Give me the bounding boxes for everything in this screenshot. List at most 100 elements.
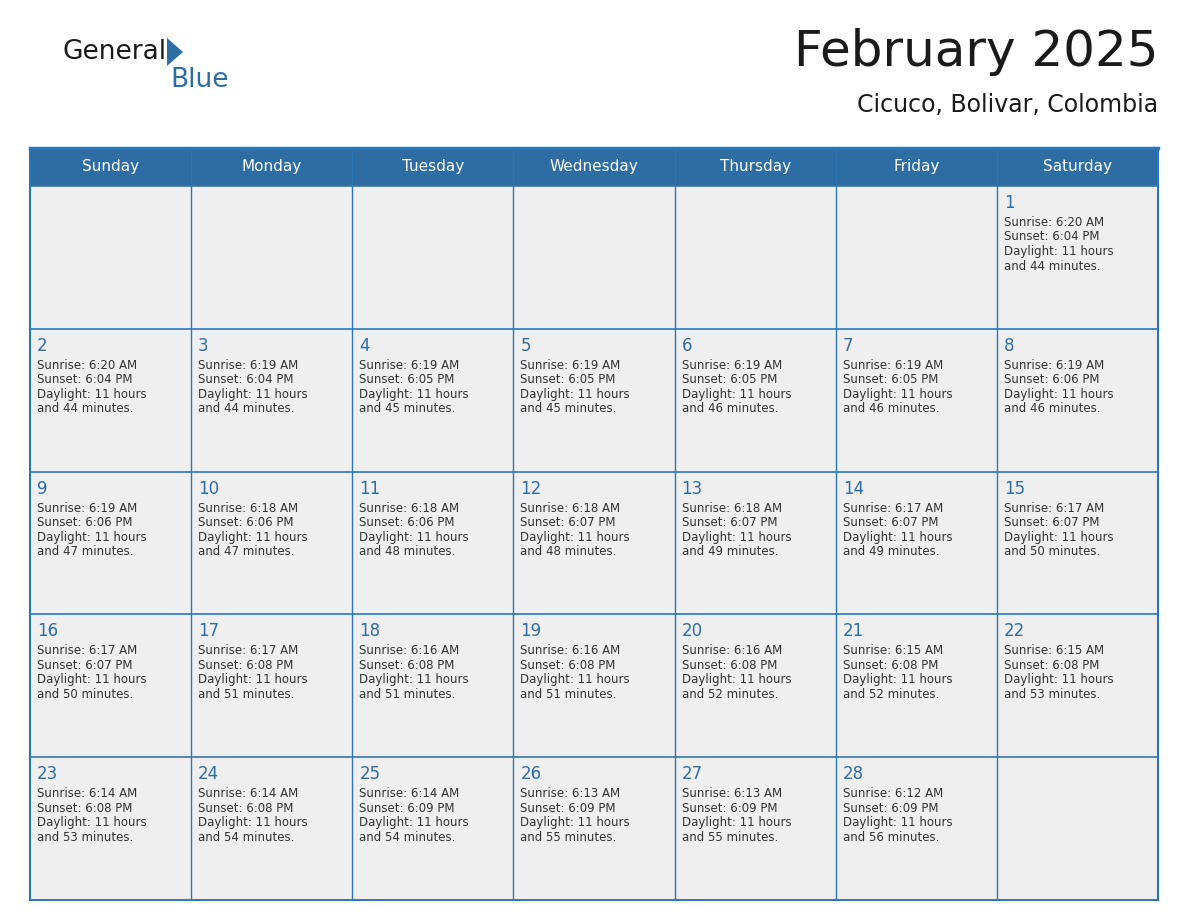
Text: Daylight: 11 hours: Daylight: 11 hours (1004, 674, 1113, 687)
Text: 27: 27 (682, 766, 702, 783)
Bar (353, 472, 513, 614)
Text: Daylight: 11 hours: Daylight: 11 hours (37, 816, 146, 829)
Bar (191, 614, 353, 757)
Text: Daylight: 11 hours: Daylight: 11 hours (520, 674, 630, 687)
Text: 26: 26 (520, 766, 542, 783)
Bar (353, 329, 513, 472)
Text: Daylight: 11 hours: Daylight: 11 hours (198, 816, 308, 829)
Bar (675, 614, 835, 757)
Text: Sunset: 6:04 PM: Sunset: 6:04 PM (37, 374, 133, 386)
Text: 19: 19 (520, 622, 542, 641)
Text: 21: 21 (842, 622, 864, 641)
Text: 9: 9 (37, 479, 48, 498)
Text: Sunrise: 6:19 AM: Sunrise: 6:19 AM (842, 359, 943, 372)
Text: 8: 8 (1004, 337, 1015, 354)
Bar (513, 472, 675, 614)
Text: Sunset: 6:07 PM: Sunset: 6:07 PM (1004, 516, 1099, 529)
Text: Sunrise: 6:19 AM: Sunrise: 6:19 AM (1004, 359, 1104, 372)
Text: Sunset: 6:09 PM: Sunset: 6:09 PM (520, 801, 615, 814)
Text: Sunset: 6:08 PM: Sunset: 6:08 PM (520, 659, 615, 672)
Text: and 53 minutes.: and 53 minutes. (1004, 688, 1100, 701)
Text: 6: 6 (682, 337, 693, 354)
Text: Sunset: 6:08 PM: Sunset: 6:08 PM (842, 659, 939, 672)
Text: Sunset: 6:06 PM: Sunset: 6:06 PM (198, 516, 293, 529)
Text: Sunday: Sunday (82, 160, 139, 174)
Text: Sunset: 6:07 PM: Sunset: 6:07 PM (842, 516, 939, 529)
Text: Daylight: 11 hours: Daylight: 11 hours (37, 531, 146, 543)
Text: 25: 25 (359, 766, 380, 783)
Bar (30, 614, 191, 757)
Text: Sunrise: 6:17 AM: Sunrise: 6:17 AM (37, 644, 138, 657)
Bar (675, 472, 835, 614)
Bar (191, 472, 353, 614)
Text: Sunrise: 6:19 AM: Sunrise: 6:19 AM (198, 359, 298, 372)
Text: Sunset: 6:05 PM: Sunset: 6:05 PM (842, 374, 939, 386)
Text: Sunset: 6:04 PM: Sunset: 6:04 PM (198, 374, 293, 386)
Text: 16: 16 (37, 622, 58, 641)
Text: Sunrise: 6:16 AM: Sunrise: 6:16 AM (682, 644, 782, 657)
Text: 2: 2 (37, 337, 48, 354)
Bar (997, 329, 1158, 472)
Text: Cicuco, Bolivar, Colombia: Cicuco, Bolivar, Colombia (857, 93, 1158, 117)
Text: and 51 minutes.: and 51 minutes. (359, 688, 456, 701)
Text: and 55 minutes.: and 55 minutes. (520, 831, 617, 844)
Text: Friday: Friday (893, 160, 940, 174)
Text: Sunrise: 6:18 AM: Sunrise: 6:18 AM (359, 501, 460, 515)
Bar (191, 329, 353, 472)
Text: Sunset: 6:06 PM: Sunset: 6:06 PM (359, 516, 455, 529)
Text: Sunset: 6:05 PM: Sunset: 6:05 PM (682, 374, 777, 386)
Bar (997, 472, 1158, 614)
Text: and 49 minutes.: and 49 minutes. (682, 545, 778, 558)
Text: and 46 minutes.: and 46 minutes. (1004, 402, 1100, 415)
Text: Sunset: 6:06 PM: Sunset: 6:06 PM (37, 516, 133, 529)
Text: and 48 minutes.: and 48 minutes. (520, 545, 617, 558)
Text: and 51 minutes.: and 51 minutes. (520, 688, 617, 701)
Bar (30, 329, 191, 472)
Text: and 45 minutes.: and 45 minutes. (520, 402, 617, 415)
Text: Daylight: 11 hours: Daylight: 11 hours (842, 816, 953, 829)
Text: Daylight: 11 hours: Daylight: 11 hours (359, 531, 469, 543)
Text: Sunrise: 6:17 AM: Sunrise: 6:17 AM (842, 501, 943, 515)
Text: Daylight: 11 hours: Daylight: 11 hours (359, 674, 469, 687)
Bar (30, 186, 191, 329)
Text: Daylight: 11 hours: Daylight: 11 hours (198, 674, 308, 687)
Text: and 45 minutes.: and 45 minutes. (359, 402, 456, 415)
Text: Sunrise: 6:19 AM: Sunrise: 6:19 AM (520, 359, 620, 372)
Bar (675, 757, 835, 900)
Text: 3: 3 (198, 337, 209, 354)
Text: 28: 28 (842, 766, 864, 783)
Text: Daylight: 11 hours: Daylight: 11 hours (682, 674, 791, 687)
Text: 22: 22 (1004, 622, 1025, 641)
Bar (353, 757, 513, 900)
Text: Sunrise: 6:13 AM: Sunrise: 6:13 AM (682, 788, 782, 800)
Text: Sunrise: 6:18 AM: Sunrise: 6:18 AM (520, 501, 620, 515)
Bar (30, 148, 1158, 186)
Text: Sunset: 6:08 PM: Sunset: 6:08 PM (198, 659, 293, 672)
Text: Monday: Monday (241, 160, 302, 174)
Text: 4: 4 (359, 337, 369, 354)
Text: Sunset: 6:08 PM: Sunset: 6:08 PM (682, 659, 777, 672)
Text: Daylight: 11 hours: Daylight: 11 hours (1004, 245, 1113, 258)
Text: Daylight: 11 hours: Daylight: 11 hours (359, 387, 469, 401)
Text: Sunset: 6:09 PM: Sunset: 6:09 PM (682, 801, 777, 814)
Text: and 44 minutes.: and 44 minutes. (1004, 260, 1100, 273)
Text: 14: 14 (842, 479, 864, 498)
Text: 13: 13 (682, 479, 703, 498)
Text: Sunrise: 6:19 AM: Sunrise: 6:19 AM (359, 359, 460, 372)
Bar (30, 757, 191, 900)
Text: Sunrise: 6:17 AM: Sunrise: 6:17 AM (1004, 501, 1104, 515)
Text: 20: 20 (682, 622, 702, 641)
Text: February 2025: February 2025 (794, 28, 1158, 76)
Text: 24: 24 (198, 766, 220, 783)
Text: Sunrise: 6:20 AM: Sunrise: 6:20 AM (1004, 216, 1104, 229)
Text: Daylight: 11 hours: Daylight: 11 hours (1004, 531, 1113, 543)
Text: 15: 15 (1004, 479, 1025, 498)
Bar (835, 186, 997, 329)
Text: and 46 minutes.: and 46 minutes. (842, 402, 940, 415)
Text: and 44 minutes.: and 44 minutes. (37, 402, 133, 415)
Text: Daylight: 11 hours: Daylight: 11 hours (520, 531, 630, 543)
Text: and 53 minutes.: and 53 minutes. (37, 831, 133, 844)
Text: Sunrise: 6:16 AM: Sunrise: 6:16 AM (520, 644, 620, 657)
Text: Sunrise: 6:17 AM: Sunrise: 6:17 AM (198, 644, 298, 657)
Bar (30, 472, 191, 614)
